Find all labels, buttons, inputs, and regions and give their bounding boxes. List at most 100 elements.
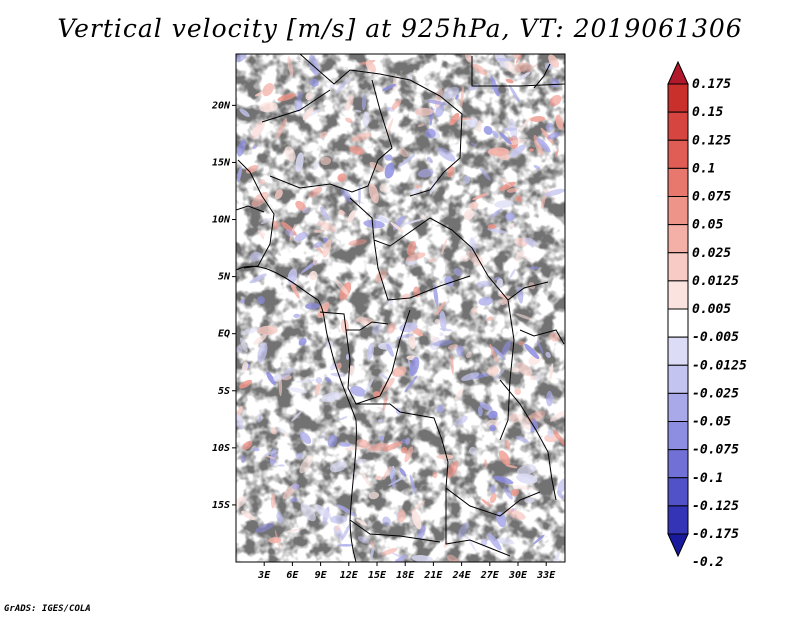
updraft-patch (386, 118, 394, 136)
updraft-patch (338, 209, 345, 216)
downdraft-patch (490, 485, 496, 494)
updraft-patch (512, 485, 534, 490)
colorbar-swatch (667, 505, 689, 535)
colorbar-swatch (667, 196, 689, 226)
downdraft-patch (498, 131, 512, 145)
downdraft-patch (257, 413, 262, 424)
downdraft-patch (493, 475, 514, 485)
downdraft-patch (298, 337, 307, 346)
updraft-patch (555, 149, 559, 157)
updraft-patch (519, 116, 531, 132)
updraft-patch (241, 510, 255, 521)
updraft-patch (447, 554, 462, 562)
updraft-patch (335, 362, 342, 370)
downdraft-patch (308, 54, 320, 76)
colorbar-label: 0.025 (692, 246, 731, 261)
updraft-patch (236, 496, 247, 510)
downdraft-patch (524, 497, 535, 504)
y-tick-label: 15N (212, 157, 231, 168)
updraft-patch (356, 439, 371, 449)
updraft-patch (515, 54, 522, 64)
updraft-patch (459, 255, 470, 262)
downdraft-patch (313, 161, 319, 171)
updraft-patch (308, 186, 323, 198)
updraft-patch (258, 178, 266, 185)
downdraft-patch (323, 237, 328, 243)
updraft-patch (548, 54, 560, 68)
colorbar-swatch (667, 111, 689, 141)
downdraft-patch (372, 323, 383, 335)
downdraft-patch (370, 547, 374, 558)
downdraft-patch (257, 342, 268, 363)
downdraft-patch (296, 91, 303, 102)
downdraft-patch (384, 154, 393, 161)
downdraft-patch (329, 515, 348, 524)
updraft-patch (400, 446, 408, 454)
downdraft-patch (388, 298, 394, 306)
downdraft-patch (340, 187, 352, 202)
downdraft-patch (496, 278, 503, 288)
colorbar-swatch (667, 421, 689, 451)
updraft-patch (526, 410, 546, 423)
downdraft-patch (291, 483, 300, 490)
updraft-patch (450, 354, 454, 375)
downdraft-patch (495, 57, 512, 62)
grads-credit: GrADS: IGES/COLA (4, 604, 91, 614)
downdraft-patch (533, 164, 541, 170)
updraft-patch (500, 295, 511, 306)
downdraft-patch (545, 351, 551, 358)
downdraft-patch (377, 419, 383, 423)
downdraft-patch (339, 442, 351, 447)
downdraft-patch (295, 152, 304, 173)
updraft-patch (540, 127, 554, 145)
x-tick-label: 12E (340, 570, 359, 581)
downdraft-patch (276, 426, 287, 434)
updraft-patch (270, 493, 276, 509)
downdraft-patch (255, 522, 275, 533)
colorbar-label: 0.175 (692, 77, 731, 92)
colorbar-swatch (667, 252, 689, 282)
downdraft-patch (330, 461, 347, 473)
downdraft-patch (479, 402, 493, 411)
downdraft-patch (529, 266, 539, 270)
updraft-patch (392, 73, 398, 93)
updraft-patch (268, 537, 282, 544)
downdraft-patch (536, 340, 544, 354)
downdraft-patch (417, 525, 426, 540)
downdraft-patch (433, 339, 453, 347)
updraft-patch (392, 366, 407, 377)
updraft-patch (314, 229, 323, 233)
downdraft-patch (350, 385, 366, 397)
x-tick-label: 18E (396, 570, 415, 581)
x-tick-label: 21E (423, 570, 443, 581)
downdraft-patch (338, 416, 348, 421)
downdraft-patch (492, 368, 506, 382)
downdraft-patch (536, 137, 551, 153)
colorbar-label: 0.005 (692, 302, 731, 317)
downdraft-patch (382, 83, 397, 92)
updraft-patch (430, 335, 439, 343)
downdraft-patch (551, 550, 561, 562)
updraft-patch (368, 183, 379, 204)
downdraft-patch (505, 212, 515, 222)
updraft-patch (370, 540, 374, 548)
updraft-patch (446, 166, 455, 178)
updraft-patch (549, 409, 565, 422)
updraft-patch (289, 280, 300, 299)
downdraft-patch (417, 168, 434, 178)
x-tick-label: 6E (286, 570, 299, 581)
updraft-patch (540, 194, 546, 209)
updraft-patch (533, 135, 543, 156)
colorbar-label: -0.075 (692, 443, 739, 458)
downdraft-patch (425, 128, 436, 139)
downdraft-patch (364, 378, 374, 395)
downdraft-patch (240, 327, 258, 336)
updraft-patch (334, 278, 350, 296)
y-tick-label: 15S (212, 500, 230, 511)
updraft-patch (549, 94, 562, 107)
downdraft-patch (295, 452, 304, 459)
downdraft-patch (236, 409, 244, 430)
updraft-patch (270, 427, 277, 435)
colorbar-swatch (667, 167, 689, 197)
